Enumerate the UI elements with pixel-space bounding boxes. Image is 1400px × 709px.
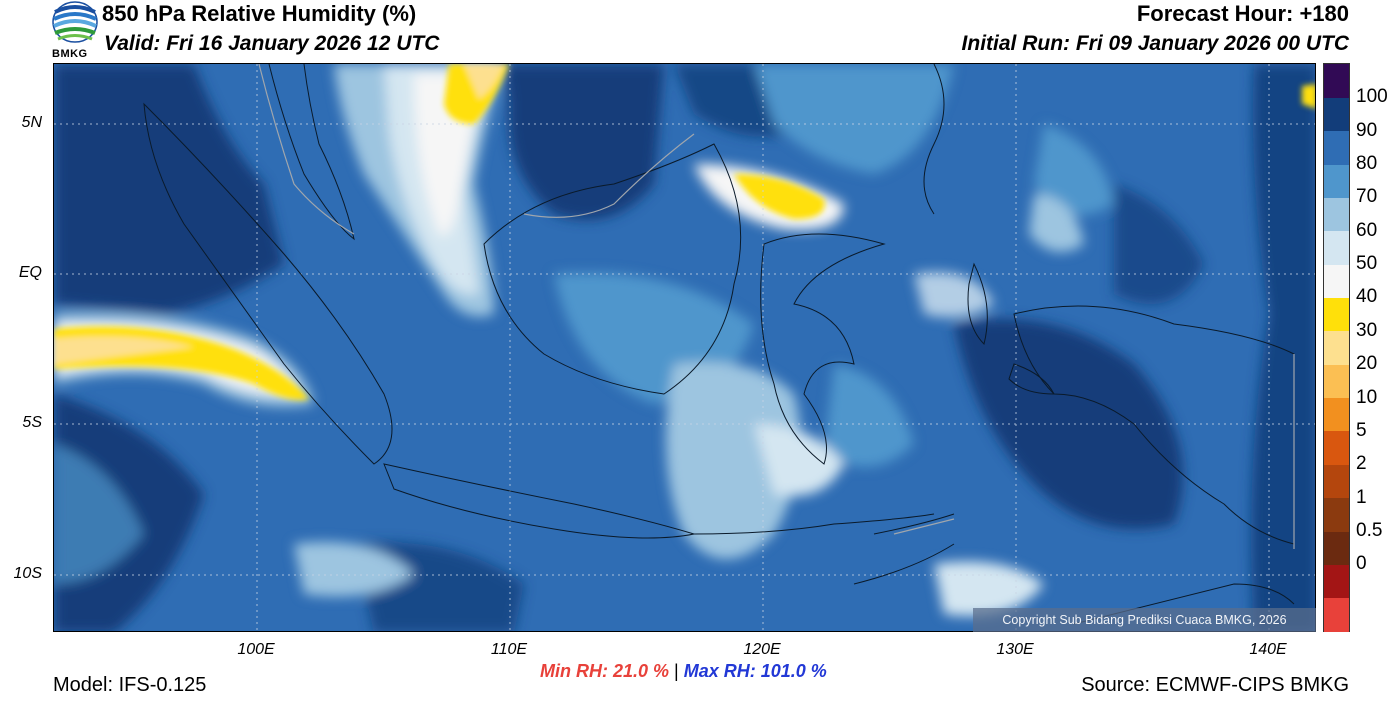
stats-separator: |: [674, 661, 679, 681]
colorbar-swatch: [1324, 364, 1349, 399]
colorbar-swatch: [1324, 497, 1349, 532]
copyright-notice: Copyright Sub Bidang Prediksi Cuaca BMKG…: [973, 608, 1316, 632]
lon-label-110e: 110E: [490, 641, 528, 658]
colorbar-label: 0.5: [1356, 519, 1383, 541]
lon-label-120e: 120E: [743, 641, 781, 658]
colorbar-label: 60: [1356, 219, 1378, 241]
colorbar-swatch: [1324, 164, 1349, 198]
colorbar-label: 1: [1356, 486, 1367, 508]
logo-text: BMKG: [52, 48, 88, 60]
humidity-map: [53, 63, 1316, 632]
colorbar-swatch: [1324, 397, 1349, 432]
model-info: Model: IFS-0.125: [53, 674, 207, 696]
max-rh: Max RH: 101.0 %: [683, 661, 827, 681]
colorbar-label: 0: [1356, 553, 1367, 575]
colorbar-label: 40: [1356, 286, 1378, 308]
colorbar-label: 70: [1356, 186, 1378, 208]
colorbar-swatch: [1324, 464, 1349, 499]
lat-label-5n: 5N: [21, 114, 42, 131]
colorbar-label: 5: [1356, 419, 1367, 441]
colorbar-swatch: [1324, 197, 1349, 232]
colorbar-label: 20: [1356, 353, 1378, 375]
lon-label-130e: 130E: [996, 641, 1034, 658]
colorbar: [1323, 63, 1350, 632]
lat-label-10s: 10S: [13, 565, 42, 582]
colorbar-label: 80: [1356, 153, 1378, 175]
colorbar-label: 100: [1356, 86, 1388, 108]
bmkg-logo-icon: [50, 0, 100, 62]
colorbar-label: 90: [1356, 119, 1378, 141]
lat-label-5s: 5S: [22, 414, 42, 431]
colorbar-label: 50: [1356, 253, 1378, 275]
colorbar-swatch: [1324, 597, 1349, 632]
colorbar-label: 30: [1356, 319, 1378, 341]
lon-label-100e: 100E: [237, 641, 275, 658]
colorbar-swatch: [1324, 330, 1349, 365]
colorbar-label: 2: [1356, 453, 1367, 475]
initial-run: Initial Run: Fri 09 January 2026 00 UTC: [961, 32, 1349, 55]
lat-label-eq: EQ: [18, 264, 42, 281]
rh-stats: Min RH: 21.0 % | Max RH: 101.0 %: [540, 661, 827, 682]
colorbar-swatch: [1324, 64, 1349, 98]
colorbar-swatch: [1324, 297, 1349, 332]
colorbar-swatch: [1324, 430, 1349, 465]
colorbar-swatch: [1324, 264, 1349, 299]
chart-title: 850 hPa Relative Humidity (%): [102, 1, 417, 26]
valid-time: Valid: Fri 16 January 2026 12 UTC: [104, 32, 440, 55]
colorbar-swatch: [1324, 130, 1349, 165]
source-info: Source: ECMWF-CIPS BMKG: [1081, 674, 1349, 696]
humidity-map-svg: [54, 64, 1315, 631]
colorbar-label: 10: [1356, 386, 1378, 408]
min-rh: Min RH: 21.0 %: [540, 661, 670, 681]
colorbar-swatch: [1324, 564, 1349, 599]
colorbar-swatch: [1324, 230, 1349, 265]
colorbar-swatch: [1324, 530, 1349, 565]
lon-label-140e: 140E: [1249, 641, 1287, 658]
forecast-hour: Forecast Hour: +180: [1136, 1, 1349, 26]
colorbar-swatch: [1324, 97, 1349, 132]
